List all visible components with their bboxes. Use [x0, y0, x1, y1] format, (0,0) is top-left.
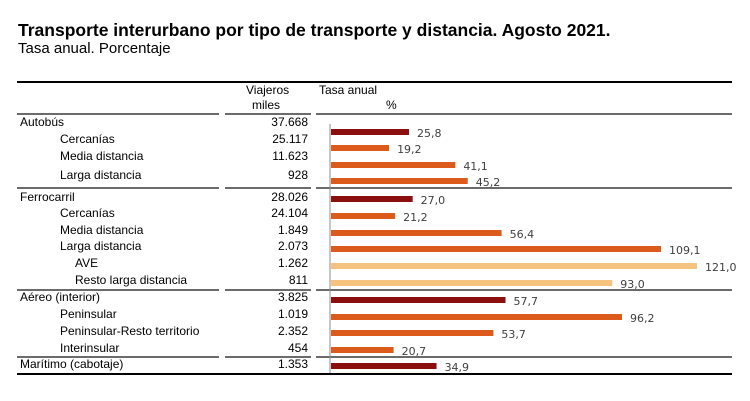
- separator-line: [225, 187, 311, 189]
- separator-line: [17, 289, 219, 291]
- row-viajeros-value: 454: [287, 341, 308, 355]
- top-rule: [17, 81, 732, 83]
- bar-data-label: 109,1: [669, 244, 701, 257]
- bar: [331, 162, 456, 168]
- row-label: AVE: [75, 256, 99, 270]
- separator-line: [225, 356, 311, 358]
- bar-data-label: 57,7: [514, 295, 539, 308]
- bar-data-label: 25,8: [417, 127, 442, 140]
- bar-data-label: 56,4: [510, 228, 535, 241]
- bar-data-label: 21,2: [403, 211, 428, 224]
- row-viajeros-value: 1.353: [277, 357, 308, 371]
- separator-line: [17, 113, 219, 115]
- chart-title: Transporte interurbano por tipo de trans…: [18, 20, 611, 40]
- header-tasa-anual: Tasa anual: [319, 83, 378, 97]
- row-viajeros-value: 2.073: [277, 239, 308, 253]
- row-label: Marítimo (cabotaje): [20, 357, 124, 371]
- bar: [331, 330, 494, 336]
- bar-data-label: 20,7: [402, 345, 427, 358]
- row-viajeros-value: 928: [287, 168, 308, 182]
- separator-line: [17, 356, 219, 358]
- separator-line: [17, 187, 219, 189]
- row-label: Media distancia: [60, 223, 144, 237]
- bar-data-label: 96,2: [630, 312, 655, 325]
- separator-line: [316, 356, 732, 358]
- row-label: Peninsular-Resto territorio: [60, 324, 200, 338]
- row-viajeros-value: 3.825: [277, 290, 308, 304]
- bar-data-label: 34,9: [445, 361, 470, 374]
- row-viajeros-value: 25.117: [272, 132, 308, 146]
- bar: [331, 129, 410, 135]
- separator-line: [316, 289, 732, 291]
- bar: [331, 196, 413, 202]
- header-viajeros: Viajeros: [246, 83, 290, 97]
- bottom-rule: [17, 373, 732, 375]
- bar-data-label: 45,2: [476, 176, 501, 189]
- row-viajeros-value: 24.104: [271, 206, 308, 220]
- bar: [331, 246, 662, 252]
- bar-data-label: 53,7: [501, 328, 526, 341]
- row-label: Interinsular: [60, 341, 120, 355]
- row-label: Peninsular: [60, 307, 117, 321]
- row-label: Aéreo (interior): [20, 290, 101, 304]
- row-label: Larga distancia: [60, 239, 142, 253]
- bar: [331, 263, 697, 269]
- row-viajeros-value: 11.623: [272, 149, 308, 163]
- bar-data-label: 93,0: [620, 278, 645, 291]
- bar: [331, 363, 437, 369]
- bar-data-label: 121,0: [705, 261, 737, 274]
- header-miles: miles: [252, 98, 281, 112]
- separator-line: [225, 289, 311, 291]
- bar: [331, 280, 613, 286]
- header-percent: %: [386, 98, 397, 112]
- bar: [331, 230, 502, 236]
- row-viajeros-value: 28.026: [271, 190, 308, 204]
- row-viajeros-value: 2.352: [277, 324, 308, 338]
- chart-subtitle: Tasa anual. Porcentaje: [18, 40, 171, 57]
- bar: [331, 213, 396, 219]
- row-label: Larga distancia: [60, 168, 142, 182]
- row-viajeros-value: 1.262: [277, 256, 308, 270]
- bar: [331, 297, 506, 303]
- separator-line: [316, 187, 732, 189]
- row-viajeros-value: 1.019: [277, 307, 308, 321]
- bar-data-label: 19,2: [397, 143, 422, 156]
- row-label: Resto larga distancia: [75, 273, 188, 287]
- bar: [331, 145, 390, 151]
- row-label: Media distancia: [60, 149, 144, 163]
- bar-data-label: 27,0: [421, 194, 446, 207]
- row-label: Autobús: [20, 115, 65, 129]
- bar: [331, 314, 622, 320]
- row-label: Cercanías: [60, 132, 115, 146]
- separator-line: [316, 113, 732, 115]
- row-label: Cercanías: [60, 206, 115, 220]
- bar-data-label: 41,1: [463, 160, 488, 173]
- separator-line: [225, 113, 311, 115]
- row-viajeros-value: 1.849: [277, 223, 308, 237]
- bar: [331, 178, 468, 184]
- row-label: Ferrocarril: [20, 190, 75, 204]
- row-viajeros-value: 811: [288, 273, 308, 287]
- row-viajeros-value: 37.668: [271, 115, 308, 129]
- bar: [331, 347, 394, 353]
